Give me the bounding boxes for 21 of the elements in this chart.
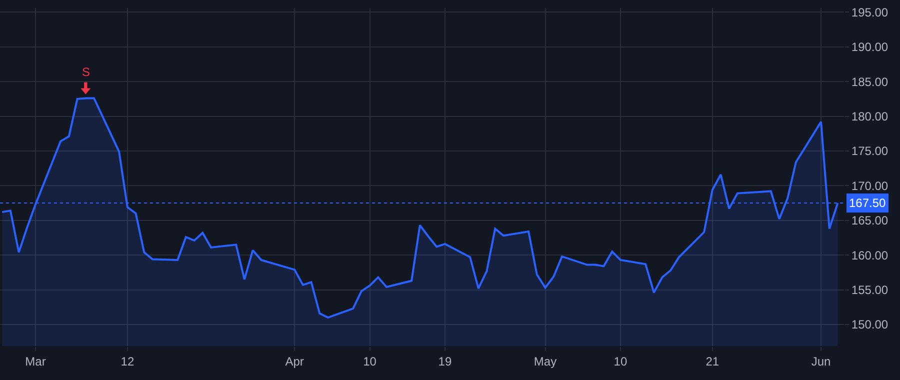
x-tick-label: Mar: [25, 354, 46, 368]
ref-line-label: 167.50: [849, 196, 886, 210]
y-tick-label: 165.00: [851, 214, 888, 228]
x-tick-label: 19: [438, 354, 452, 368]
y-tick-label: 180.00: [851, 109, 888, 124]
y-tick-label: 155.00: [851, 282, 888, 297]
x-tick-label: 10: [614, 354, 628, 368]
x-tick-label: Apr: [285, 354, 304, 368]
annotation: S: [82, 65, 90, 79]
x-tick-label: 12: [120, 354, 134, 368]
x-tick-label: 21: [706, 354, 720, 368]
y-tick-label: 190.00: [851, 40, 888, 54]
y-tick-label: 170.00: [851, 178, 888, 193]
y-tick-label: 175.00: [851, 144, 888, 158]
x-tick-label: May: [534, 354, 557, 368]
y-tick-label: 150.00: [851, 318, 888, 332]
y-tick-label: 160.00: [851, 248, 888, 262]
y-tick-label: 195.00: [851, 5, 888, 20]
x-tick-label: Jun: [811, 354, 831, 368]
x-tick-label: 10: [363, 354, 377, 368]
y-tick-label: 185.00: [851, 74, 888, 89]
